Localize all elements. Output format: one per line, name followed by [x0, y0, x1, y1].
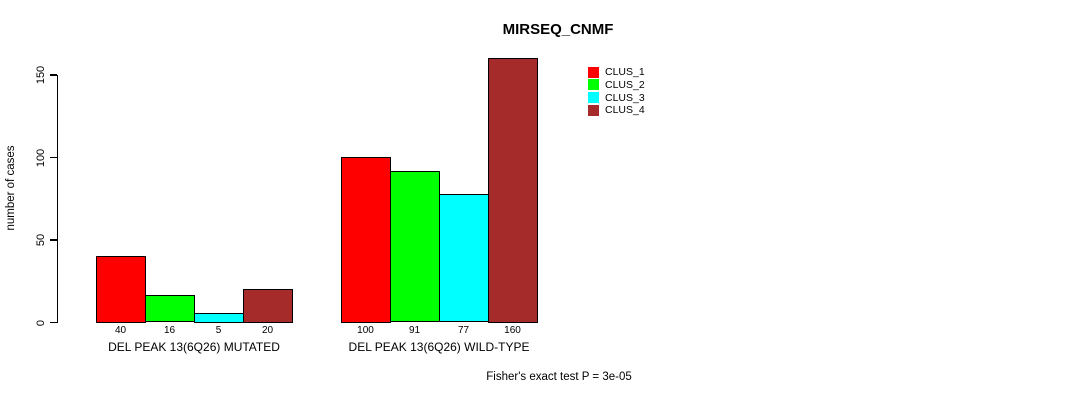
- legend-swatch-clus_2: [588, 79, 599, 91]
- bar-value-label: 5: [215, 325, 222, 336]
- bar-value-label: 16: [163, 325, 176, 336]
- chart-title: MIRSEQ_CNMF: [502, 21, 614, 38]
- legend-swatch-clus_3: [588, 92, 599, 104]
- y-tick-label: 0: [35, 319, 47, 326]
- bar-value-label: 91: [408, 325, 421, 336]
- category-label: DEL PEAK 13(6Q26) MUTATED: [108, 340, 280, 354]
- y-tick-label: 100: [35, 148, 47, 167]
- bar-value-label: 40: [114, 325, 127, 336]
- bar-clus_4-group1: [243, 288, 293, 323]
- bar-value-label: 100: [357, 325, 374, 336]
- y-axis-line: [57, 75, 59, 323]
- y-tick-mark: [50, 74, 57, 76]
- legend-label: CLUS_2: [605, 78, 645, 91]
- y-tick-label: 50: [35, 233, 47, 247]
- bar-clus_2-group1: [145, 295, 195, 323]
- bar-value-label: 160: [504, 325, 521, 336]
- bar-clus_4-group2: [488, 57, 538, 323]
- stat-annotation: Fisher's exact test P = 3e-05: [486, 371, 632, 383]
- legend-swatch-clus_1: [588, 66, 599, 78]
- legend-swatch-clus_4: [588, 104, 599, 116]
- legend-label: CLUS_3: [605, 91, 645, 104]
- bar-clus_2-group2: [390, 171, 440, 323]
- legend-label: CLUS_1: [605, 66, 645, 78]
- y-tick-label: 150: [35, 65, 47, 85]
- y-axis-label: number of cases: [5, 145, 17, 231]
- y-tick-mark: [50, 156, 57, 159]
- y-tick-mark: [50, 239, 57, 241]
- bar-clus_3-group2: [439, 194, 489, 323]
- bar-value-label: 77: [457, 325, 470, 336]
- bar-clus_3-group1: [194, 313, 244, 323]
- bar-clus_1-group1: [96, 255, 146, 323]
- bar-value-label: 20: [261, 325, 274, 336]
- legend-label: CLUS_4: [605, 104, 645, 117]
- bar-clus_1-group2: [341, 156, 391, 323]
- y-tick-mark: [50, 321, 57, 324]
- category-label: DEL PEAK 13(6Q26) WILD-TYPE: [348, 340, 530, 354]
